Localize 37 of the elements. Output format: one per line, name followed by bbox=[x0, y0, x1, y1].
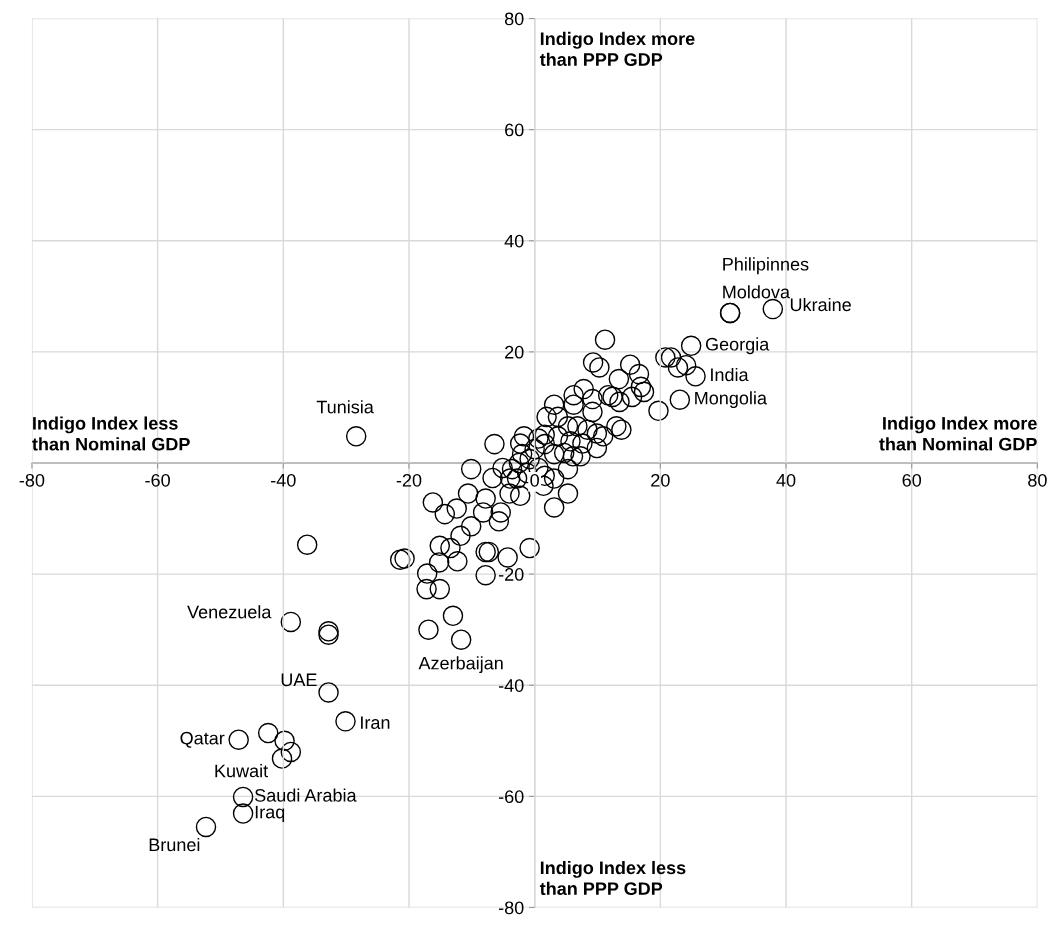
y-tick-label: 40 bbox=[504, 234, 524, 248]
annotation: Qatar bbox=[180, 731, 225, 748]
y-tick-label: 80 bbox=[504, 12, 524, 26]
x-tick-label: 80 bbox=[1028, 473, 1047, 487]
annotation: Mongolia bbox=[695, 391, 767, 409]
x-tick-label: -80 bbox=[19, 473, 45, 487]
y-tick-label: -80 bbox=[498, 901, 524, 915]
annotation: Brunei bbox=[149, 837, 200, 852]
x-tick-label: -60 bbox=[145, 473, 170, 487]
annotation: Kuwait bbox=[215, 764, 269, 778]
x-tick-label: 60 bbox=[902, 473, 922, 487]
annotation: Azerbaijan bbox=[418, 656, 503, 674]
annotation: Iran bbox=[361, 716, 390, 729]
annotation: Indigo Index less than Nominal GDP bbox=[32, 416, 190, 451]
annotation: Indigo Index less than PPP GDP bbox=[539, 860, 686, 896]
y-tick-label: -40 bbox=[498, 679, 524, 692]
y-tick-label: 20 bbox=[505, 345, 524, 359]
annotation: Indigo Index more than PPP GDP bbox=[539, 31, 695, 66]
y-tick-label: 60 bbox=[505, 123, 524, 137]
annotation: Moldova bbox=[723, 285, 791, 299]
x-tick-label: 40 bbox=[776, 473, 796, 487]
annotation: UAE bbox=[281, 673, 317, 687]
x-tick-label: -40 bbox=[271, 473, 296, 487]
x-tick-label: -20 bbox=[396, 473, 422, 487]
x-tick-label: 20 bbox=[651, 473, 670, 487]
annotation: Ukraine bbox=[790, 297, 851, 312]
x-tick-label: 0 bbox=[530, 473, 539, 487]
annotation: Indigo Index more than Nominal GDP bbox=[879, 416, 1037, 451]
annotation: India bbox=[711, 367, 749, 382]
annotation: Georgia bbox=[705, 337, 770, 355]
y-tick-label: -60 bbox=[498, 790, 524, 804]
annotation: Iraq bbox=[255, 805, 285, 822]
annotation: Tunisia bbox=[316, 400, 374, 414]
annotation: Philipinnes bbox=[723, 257, 809, 275]
annotation: Venezuela bbox=[187, 605, 272, 619]
y-tick-label: -20 bbox=[498, 568, 524, 581]
annotation: Saudi Arabia bbox=[255, 788, 357, 802]
